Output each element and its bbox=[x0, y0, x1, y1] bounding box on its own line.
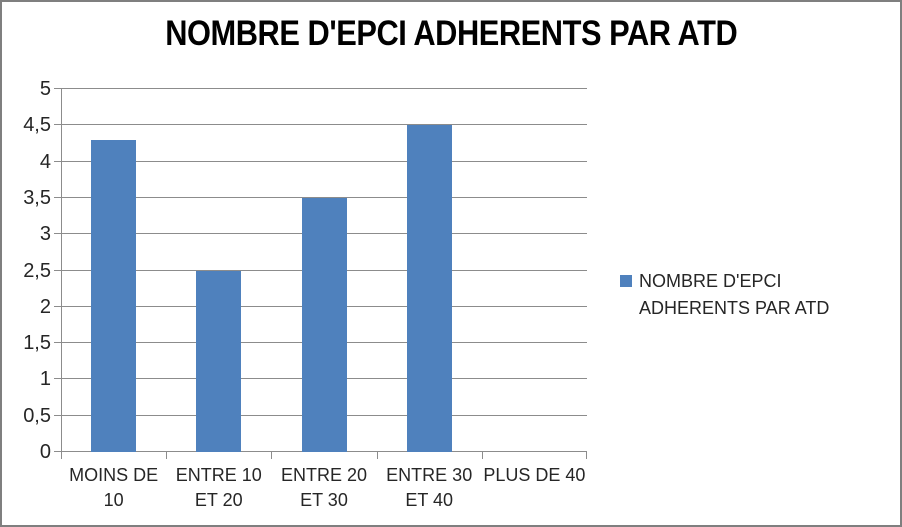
y-axis-tick bbox=[54, 196, 62, 198]
bar bbox=[196, 270, 242, 452]
x-axis-label-line: ENTRE 30 bbox=[386, 465, 473, 485]
y-axis-tick bbox=[54, 305, 62, 307]
x-axis-tick bbox=[271, 452, 272, 459]
y-axis-label: 2 bbox=[39, 295, 51, 318]
y-axis-tick bbox=[54, 160, 62, 162]
x-axis-label-line: PLUS DE 40 bbox=[483, 465, 586, 485]
x-axis-label-line: ET 40 bbox=[405, 490, 454, 510]
chart-title: NOMBRE D'EPCI ADHERENTS PAR ATD bbox=[165, 14, 738, 53]
y-axis-label: 3,5 bbox=[23, 186, 51, 209]
y-axis-label: 0 bbox=[39, 441, 51, 463]
y-axis-label: 1,5 bbox=[23, 332, 51, 355]
x-axis-label: PLUS DE 40 bbox=[474, 463, 595, 488]
legend: NOMBRE D'EPCI ADHERENTS PAR ATD bbox=[620, 268, 886, 322]
y-axis-tick bbox=[54, 451, 62, 452]
y-axis-tick bbox=[54, 414, 62, 416]
x-axis-tick bbox=[586, 452, 587, 459]
y-axis-line bbox=[61, 89, 62, 452]
x-axis-label-line: ENTRE 20 bbox=[280, 465, 367, 485]
x-axis-tick bbox=[377, 452, 378, 459]
gridline bbox=[61, 160, 587, 162]
x-axis-label-line: MOINS DE bbox=[69, 465, 159, 485]
y-axis-tick bbox=[54, 378, 62, 380]
y-axis-tick bbox=[54, 233, 62, 235]
x-axis-label: ENTRE 10 ET 20 bbox=[158, 463, 279, 513]
legend-label: NOMBRE D'EPCI ADHERENTS PAR ATD bbox=[639, 271, 830, 318]
y-axis-tick bbox=[54, 88, 62, 89]
x-axis-label-line: ET 20 bbox=[194, 490, 243, 510]
y-axis-tick bbox=[54, 342, 62, 344]
y-axis-label: 5 bbox=[39, 78, 51, 100]
y-axis-label: 4 bbox=[39, 150, 51, 173]
y-axis-label: 0,5 bbox=[23, 404, 51, 427]
x-axis-tick bbox=[61, 452, 62, 459]
x-axis-label: ENTRE 20 ET 30 bbox=[263, 463, 384, 513]
x-axis-label-line: ET 30 bbox=[300, 490, 348, 510]
gridline bbox=[61, 196, 587, 198]
gridline bbox=[61, 124, 587, 126]
bar bbox=[91, 139, 137, 452]
x-axis-label: MOINS DE 10 bbox=[53, 463, 174, 513]
y-axis-label: 3 bbox=[39, 223, 51, 246]
legend-marker-icon bbox=[620, 275, 632, 287]
x-axis-tick bbox=[482, 452, 483, 459]
x-axis-label: ENTRE 30 ET 40 bbox=[369, 463, 490, 513]
y-axis-tick bbox=[54, 269, 62, 271]
bar bbox=[301, 197, 347, 452]
x-axis-tick bbox=[166, 452, 167, 459]
bar bbox=[406, 125, 452, 452]
y-axis-label: 4,5 bbox=[23, 114, 51, 137]
plot-area: 0 0,5 1 1,5 2 2,5 3 3,5 4 4,5 5 MOINS DE 10 ENTRE 10 E… bbox=[23, 78, 587, 510]
y-axis-label: 1 bbox=[39, 368, 51, 391]
x-axis-label-line: ENTRE 10 bbox=[175, 465, 262, 485]
y-axis-tick bbox=[54, 124, 62, 126]
y-axis-label: 2,5 bbox=[23, 259, 51, 282]
x-axis-label-line: 10 bbox=[103, 490, 124, 510]
gridline bbox=[61, 88, 587, 89]
